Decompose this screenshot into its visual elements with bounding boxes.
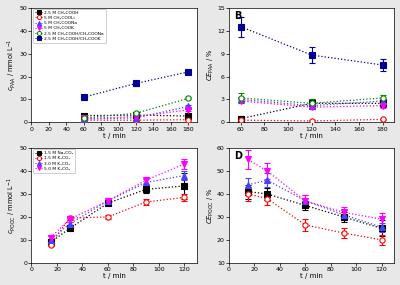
Text: D: D <box>234 151 242 161</box>
Legend: 1.5 M Na₂CO₃, 1.5 M K₂CO₃, 3.0 M K₂CO₃, 5.0 M K₂CO₃: 1.5 M Na₂CO₃, 1.5 M K₂CO₃, 3.0 M K₂CO₃, … <box>33 149 76 173</box>
X-axis label: t / min: t / min <box>103 273 126 280</box>
Y-axis label: $c_\mathrm{POOC}$ / mmol L$^{-1}$: $c_\mathrm{POOC}$ / mmol L$^{-1}$ <box>6 177 18 234</box>
X-axis label: t / min: t / min <box>300 273 323 280</box>
Legend: 2.5 M CH₃COOH, 5 M CH₃COOLi, 5 M CH₃COONa, 5 M CH₃COOK, 2.5 M CH₃COOH/CH₃COONa, : 2.5 M CH₃COOH, 5 M CH₃COOLi, 5 M CH₃COON… <box>33 9 106 43</box>
Text: B: B <box>234 11 241 21</box>
Y-axis label: $\mathit{CE}_\mathrm{POOC}$ / %: $\mathit{CE}_\mathrm{POOC}$ / % <box>205 187 216 224</box>
Y-axis label: $c_\mathrm{PAA}$ / mmol L$^{-1}$: $c_\mathrm{PAA}$ / mmol L$^{-1}$ <box>6 39 18 91</box>
X-axis label: t / min: t / min <box>300 133 323 139</box>
X-axis label: t / min: t / min <box>103 133 126 139</box>
Text: C: C <box>36 151 44 161</box>
Text: A: A <box>36 11 44 21</box>
Y-axis label: $\mathit{CE}_\mathrm{PAA}$ / %: $\mathit{CE}_\mathrm{PAA}$ / % <box>205 49 216 81</box>
